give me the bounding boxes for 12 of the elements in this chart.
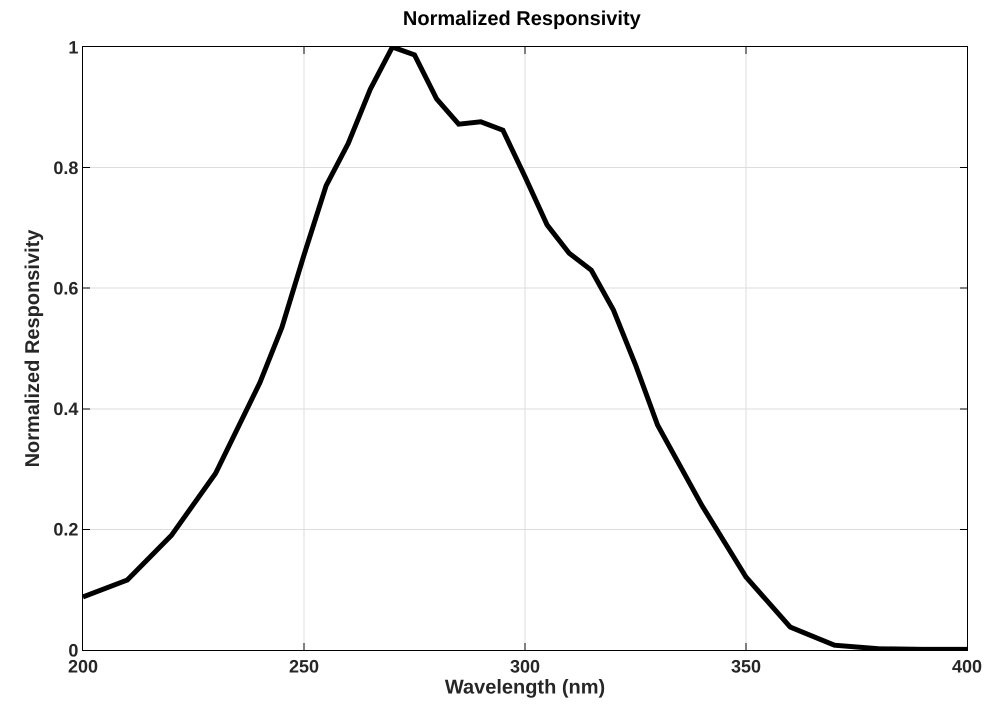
y-tick-label: 1 (68, 37, 78, 58)
x-tick-label: 300 (510, 656, 540, 677)
x-tick-label: 350 (730, 656, 762, 677)
x-axis-title: Wavelength (nm) (444, 676, 606, 699)
y-tick-label: 0.6 (53, 278, 78, 298)
chart-title: Normalized Responsivity (402, 8, 642, 30)
y-tick-label: 0.2 (53, 520, 78, 540)
y-tick-label: 0.8 (53, 158, 78, 178)
x-tick-label: 400 (952, 656, 982, 677)
y-axis-title: Normalized Responsivity (22, 228, 44, 468)
x-tick-label: 250 (288, 656, 320, 677)
y-tick-label: 0.4 (53, 399, 78, 420)
